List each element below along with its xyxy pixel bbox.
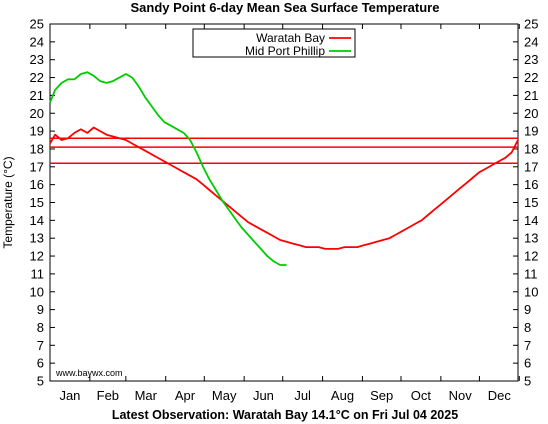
y-tick-label-right: 9	[524, 302, 531, 317]
y-tick-label-right: 15	[524, 195, 538, 210]
legend-label: Waratah Bay	[256, 31, 325, 45]
plot-area: 5 5 6 6 7 7 8 8 9 9 10 10 11 11 12 12 13 13 14 14 15 15 16 16 17…	[30, 17, 539, 404]
legend-label: Mid Port Phillip	[245, 44, 325, 58]
y-tick-label-left: 25	[30, 17, 44, 32]
y-tick-label-left: 17	[30, 159, 44, 174]
x-month-label: Oct	[411, 388, 432, 403]
y-tick-label-right: 13	[524, 231, 538, 246]
y-tick-label-left: 15	[30, 195, 44, 210]
y-tick-label-right: 25	[524, 17, 538, 32]
credit-text: www.baywx.com	[55, 368, 123, 378]
x-month-label: Dec	[488, 388, 512, 403]
y-tick-label-right: 24	[524, 34, 538, 49]
y-tick-label-right: 19	[524, 124, 538, 139]
y-tick-label-left: 16	[30, 177, 44, 192]
y-tick-label-left: 22	[30, 70, 44, 85]
x-month-label: May	[212, 388, 237, 403]
y-tick-label-left: 11	[31, 266, 45, 281]
x-month-label: Sep	[370, 388, 393, 403]
y-tick-label-left: 6	[37, 356, 44, 371]
y-tick-label-right: 12	[524, 249, 538, 264]
x-month-label: Nov	[449, 388, 473, 403]
y-tick-label-left: 24	[30, 34, 44, 49]
y-axis-label: Temperature (°C)	[1, 156, 15, 248]
chart-title: Sandy Point 6-day Mean Sea Surface Tempe…	[131, 0, 440, 15]
y-tick-label-left: 12	[30, 249, 44, 264]
y-tick-label-right: 16	[524, 177, 538, 192]
y-tick-label-left: 18	[30, 141, 44, 156]
y-tick-label-right: 23	[524, 52, 538, 67]
y-tick-label-left: 7	[37, 338, 44, 353]
y-tick-label-right: 20	[524, 106, 538, 121]
y-tick-label-right: 10	[524, 284, 538, 299]
y-tick-label-right: 7	[524, 338, 531, 353]
y-tick-label-right: 6	[524, 356, 531, 371]
y-tick-label-right: 11	[524, 266, 538, 281]
y-tick-label-right: 18	[524, 141, 538, 156]
x-month-label: Jan	[59, 388, 80, 403]
y-tick-label-left: 23	[30, 52, 44, 67]
x-month-label: Apr	[175, 388, 196, 403]
y-tick-label-left: 5	[37, 374, 44, 389]
y-tick-label-left: 21	[30, 88, 44, 103]
series-line-mid-port-phillip	[49, 71, 287, 266]
y-tick-label-right: 8	[524, 320, 531, 335]
legend-box	[192, 28, 356, 58]
y-tick-label-left: 13	[30, 231, 44, 246]
x-month-label: Mar	[135, 388, 158, 403]
y-tick-label-left: 9	[37, 302, 44, 317]
y-tick-label-right: 5	[524, 374, 531, 389]
x-month-label: Jul	[294, 388, 311, 403]
series-line-waratah-bay	[49, 126, 519, 250]
y-tick-label-left: 20	[30, 106, 44, 121]
y-tick-label-right: 21	[524, 88, 538, 103]
x-month-label: Aug	[331, 388, 354, 403]
footer-latest-observation: Latest Observation: Waratah Bay 14.1°C o…	[112, 408, 458, 422]
x-month-label: Jun	[253, 388, 274, 403]
y-tick-label-right: 14	[524, 213, 538, 228]
y-tick-label-left: 8	[37, 320, 44, 335]
y-tick-label-left: 14	[30, 213, 44, 228]
x-month-label: Feb	[97, 388, 119, 403]
y-tick-label-right: 17	[524, 159, 538, 174]
y-tick-label-right: 22	[524, 70, 538, 85]
y-tick-label-left: 10	[30, 284, 44, 299]
y-tick-label-left: 19	[30, 124, 44, 139]
